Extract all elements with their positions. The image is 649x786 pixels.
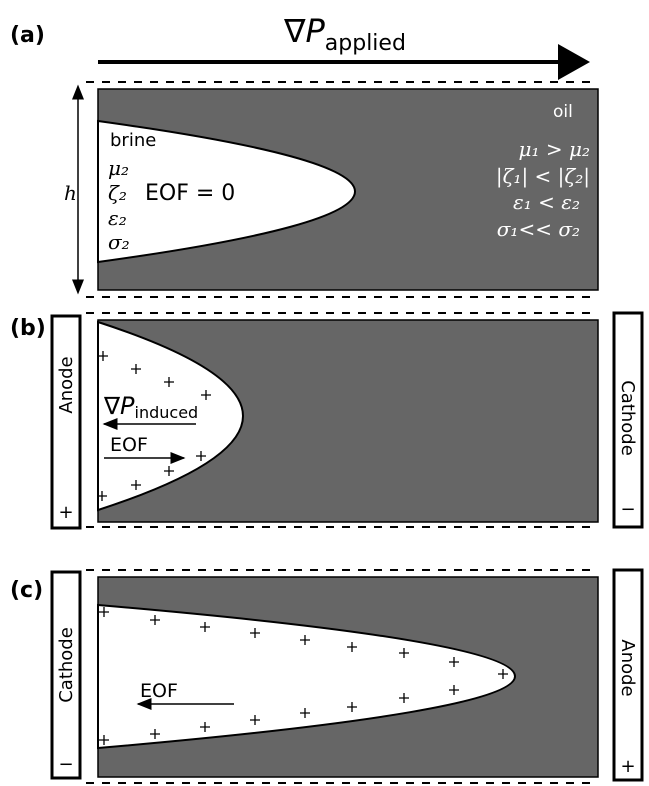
electrode-label: Cathode: [617, 380, 638, 456]
electrode-sign: +: [58, 502, 73, 523]
brine-prop: σ₂: [108, 230, 130, 254]
relation: σ₁<< σ₂: [497, 217, 580, 241]
panel-label: (a): [10, 23, 45, 48]
electrode-sign: −: [58, 754, 73, 775]
electrode-label: Anode: [617, 639, 638, 696]
brine-prop: ζ₂: [108, 181, 127, 205]
brine-prop: ε₂: [108, 206, 127, 230]
eof-label: EOF: [140, 680, 178, 702]
arrow-head: [558, 44, 590, 80]
electrode-label: Anode: [56, 356, 77, 413]
relation: |ζ₁| < |ζ₂|: [496, 164, 590, 189]
panel-label: (b): [10, 316, 46, 341]
relation: μ₁ > μ₂: [518, 137, 590, 161]
diagram: ∇Papplied (a) h oil brine μ₂ ζ₂ ε₂ σ₂ EO…: [0, 0, 649, 786]
brine-prop: μ₂: [108, 156, 129, 180]
relation: ε₁ < ε₂: [513, 190, 580, 214]
title: ∇Papplied: [283, 12, 406, 56]
oil-label: oil: [553, 102, 573, 122]
eof-label: EOF = 0: [145, 181, 235, 206]
eof-label: EOF: [110, 434, 148, 456]
electrode-sign: +: [620, 756, 635, 777]
height-label: h: [64, 181, 77, 205]
electrode-sign: −: [620, 499, 635, 520]
brine-label: brine: [110, 130, 156, 151]
panel-label: (c): [10, 578, 43, 603]
electrode: [52, 316, 80, 528]
electrode-label: Cathode: [56, 627, 77, 703]
